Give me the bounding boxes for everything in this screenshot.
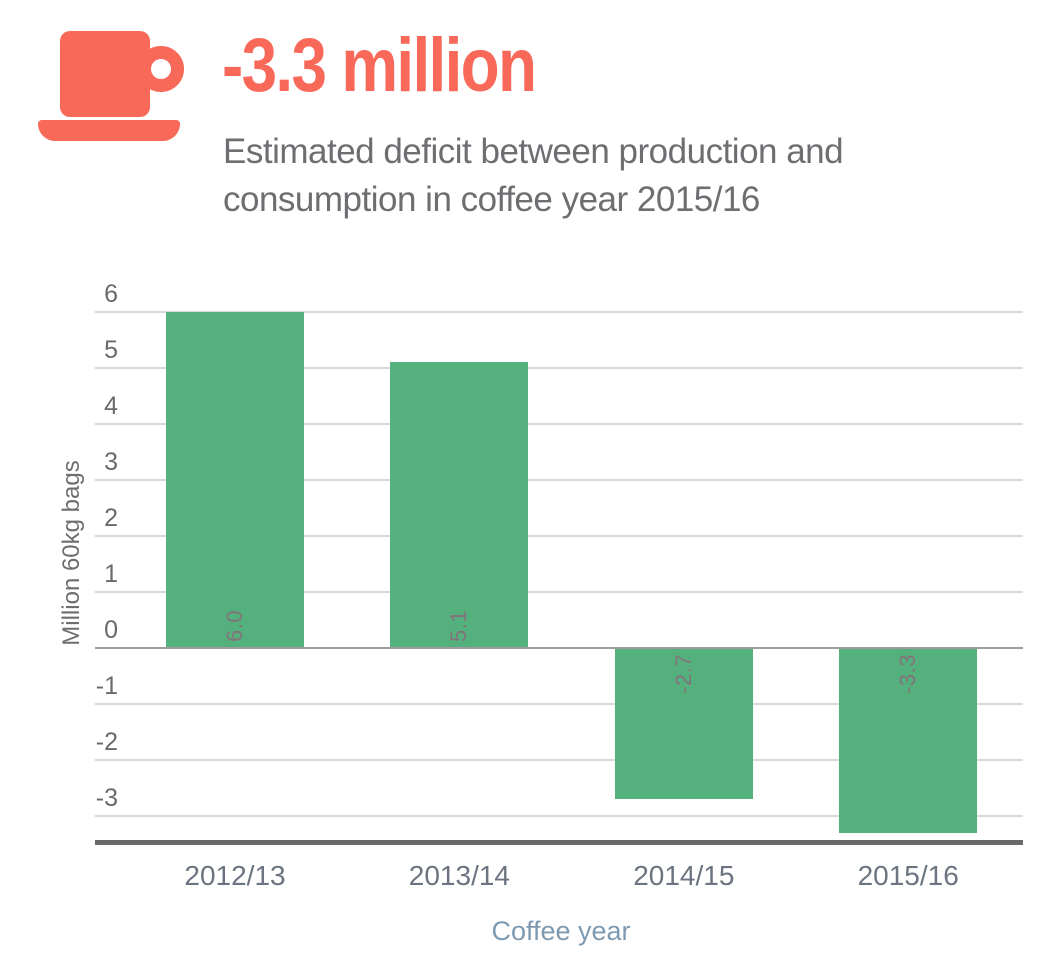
x-axis-line (95, 840, 1023, 845)
gridline (95, 479, 1023, 481)
cup-body-icon (60, 31, 150, 117)
gridline (95, 311, 1023, 313)
bar-value-label: 6.0 (222, 609, 247, 642)
zero-baseline (95, 647, 1023, 649)
gridline (95, 703, 1023, 705)
bar-value-label: -3.3 (895, 654, 921, 694)
x-tick-label: 2014/15 (633, 860, 735, 891)
bar-2014-15 (614, 648, 753, 800)
y-tick-label: 2 (104, 504, 118, 532)
gridline (95, 535, 1023, 537)
y-tick-label: 1 (104, 560, 118, 588)
x-tick-label: 2012/13 (184, 860, 286, 891)
subtitle-line-1: Estimated deficit between production and (223, 132, 844, 171)
y-tick-label: 6 (104, 280, 118, 308)
x-axis-title: Coffee year (491, 916, 631, 946)
y-tick-label: -1 (95, 672, 118, 700)
gridline (95, 815, 1023, 817)
x-tick-label: 2013/14 (408, 860, 510, 891)
gridline (95, 759, 1023, 761)
gridline (95, 367, 1023, 369)
bar-value-label: 5.1 (446, 609, 472, 642)
bar-2012-13 (166, 312, 304, 648)
headline-subtitle: Estimated deficit between production and… (223, 128, 844, 224)
y-tick-label: -3 (95, 784, 118, 812)
bar-value-label: -2.7 (670, 654, 696, 694)
gridline (95, 591, 1023, 593)
subtitle-line-2: consumption in coffee year 2015/16 (223, 180, 760, 219)
x-tick-label: 2015/16 (857, 860, 959, 891)
gridline (95, 423, 1023, 425)
y-tick-label: 5 (104, 336, 118, 364)
bar-2015-16 (839, 648, 978, 833)
saucer-icon (38, 120, 180, 141)
headline-value: -3.3 million (222, 23, 537, 108)
y-tick-label: 0 (104, 616, 118, 644)
y-tick-label: -2 (95, 728, 118, 756)
y-tick-label: 3 (104, 448, 118, 476)
bar-2013-14 (390, 362, 529, 648)
y-tick-label: 4 (104, 392, 118, 420)
